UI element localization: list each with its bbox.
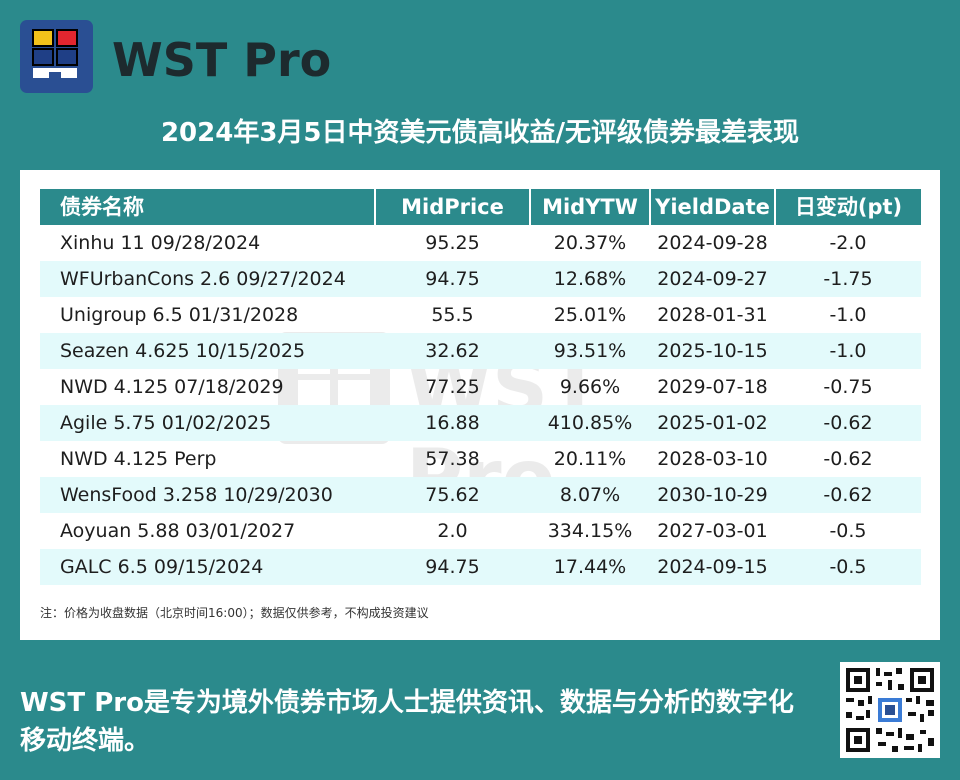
- bond-name: Aoyuan 5.88 03/01/2027: [60, 520, 296, 542]
- table-row: WFUrbanCons 2.6 09/27/2024 94.75 12.68% …: [40, 261, 921, 297]
- col-header-bond-name: 债券名称: [40, 189, 375, 225]
- daily-change: -0.5: [829, 520, 867, 542]
- table-row: Unigroup 6.5 01/31/2028 55.5 25.01% 2028…: [40, 297, 921, 333]
- bond-name: GALC 6.5 09/15/2024: [40, 549, 375, 585]
- yield-date: 2024-09-28: [657, 232, 768, 254]
- yield-date: 2025-10-15: [650, 333, 775, 369]
- yield-date: 2029-07-18: [657, 376, 768, 398]
- table-header-row: 债券名称 MidPrice MidYTW YieldDate 日变动(pt): [40, 189, 921, 225]
- yield-date: 2028-03-10: [657, 448, 768, 470]
- wst-pro-logo-icon: [20, 20, 93, 93]
- bond-name: WFUrbanCons 2.6 09/27/2024: [40, 261, 375, 297]
- bond-table: 债券名称 MidPrice MidYTW YieldDate 日变动(pt) X…: [40, 189, 921, 585]
- mid-price: 77.25: [425, 376, 480, 398]
- mid-ytw: 20.11%: [553, 448, 627, 470]
- mid-price: 2.0: [437, 520, 468, 542]
- bond-name: WensFood 3.258 10/29/2030: [40, 477, 375, 513]
- daily-change: -0.75: [823, 376, 873, 398]
- disclaimer-note: 注：价格为收盘数据（北京时间16:00）；数据仅供参考，不构成投资建议: [40, 606, 429, 620]
- mid-ytw: 20.37%: [553, 232, 627, 254]
- yield-date: 2027-03-01: [657, 520, 768, 542]
- yield-date: 2024-09-15: [650, 549, 775, 585]
- mid-ytw: 17.44%: [530, 549, 650, 585]
- mid-ytw: 93.51%: [530, 333, 650, 369]
- daily-change: -1.0: [775, 333, 921, 369]
- daily-change: -0.62: [775, 405, 921, 441]
- mid-ytw: 25.01%: [553, 304, 627, 326]
- daily-change: -1.75: [775, 261, 921, 297]
- mid-ytw: 410.85%: [530, 405, 650, 441]
- col-header-mid-price: MidPrice: [374, 189, 530, 225]
- mid-price: 57.38: [425, 448, 480, 470]
- table-row: NWD 4.125 07/18/2029 77.25 9.66% 2029-07…: [40, 369, 921, 405]
- bond-name: NWD 4.125 07/18/2029: [60, 376, 284, 398]
- table-row: NWD 4.125 Perp 57.38 20.11% 2028-03-10 -…: [40, 441, 921, 477]
- daily-change: -0.62: [775, 477, 921, 513]
- yield-date: 2028-01-31: [657, 304, 768, 326]
- daily-change: -0.62: [823, 448, 873, 470]
- bond-name: Seazen 4.625 10/15/2025: [40, 333, 375, 369]
- table-row: GALC 6.5 09/15/2024 94.75 17.44% 2024-09…: [40, 549, 921, 585]
- daily-change: -0.5: [775, 549, 921, 585]
- daily-change: -1.0: [829, 304, 867, 326]
- mid-price: 94.75: [375, 261, 530, 297]
- footer-tagline: WST Pro是专为境外债券市场人士提供资讯、数据与分析的数字化移动终端。: [20, 688, 794, 756]
- page-title: 2024年3月5日中资美元债高收益/无评级债券最差表现: [160, 118, 800, 148]
- daily-change: -2.0: [829, 232, 867, 254]
- yield-date: 2025-01-02: [650, 405, 775, 441]
- yield-date: 2030-10-29: [650, 477, 775, 513]
- table-row: Aoyuan 5.88 03/01/2027 2.0 334.15% 2027-…: [40, 513, 921, 549]
- bond-name: Agile 5.75 01/02/2025: [40, 405, 375, 441]
- brand-name: WST Pro: [112, 33, 332, 87]
- mid-price: 94.75: [375, 549, 530, 585]
- bond-name: NWD 4.125 Perp: [60, 448, 217, 470]
- table-row: Agile 5.75 01/02/2025 16.88 410.85% 2025…: [40, 405, 921, 441]
- table-panel: WST Pro 债券名称 MidPrice MidYTW YieldDate 日…: [20, 170, 940, 640]
- mid-ytw: 334.15%: [547, 520, 633, 542]
- mid-ytw: 8.07%: [530, 477, 650, 513]
- bond-name: Unigroup 6.5 01/31/2028: [60, 304, 299, 326]
- mid-price: 32.62: [375, 333, 530, 369]
- bond-name: Xinhu 11 09/28/2024: [60, 232, 261, 254]
- col-header-mid-ytw: MidYTW: [529, 189, 650, 225]
- table-row: Seazen 4.625 10/15/2025 32.62 93.51% 202…: [40, 333, 921, 369]
- mid-price: 55.5: [431, 304, 474, 326]
- yield-date: 2024-09-27: [650, 261, 775, 297]
- mid-price: 16.88: [375, 405, 530, 441]
- table-row: WensFood 3.258 10/29/2030 75.62 8.07% 20…: [40, 477, 921, 513]
- mid-ytw: 12.68%: [530, 261, 650, 297]
- mid-price: 75.62: [375, 477, 530, 513]
- mid-price: 95.25: [425, 232, 480, 254]
- qr-code-icon[interactable]: [840, 662, 940, 758]
- col-header-yield-date: YieldDate: [649, 189, 775, 225]
- table-row: Xinhu 11 09/28/2024 95.25 20.37% 2024-09…: [40, 225, 921, 261]
- mid-ytw: 9.66%: [559, 376, 621, 398]
- col-header-daily-change: 日变动(pt): [774, 189, 921, 225]
